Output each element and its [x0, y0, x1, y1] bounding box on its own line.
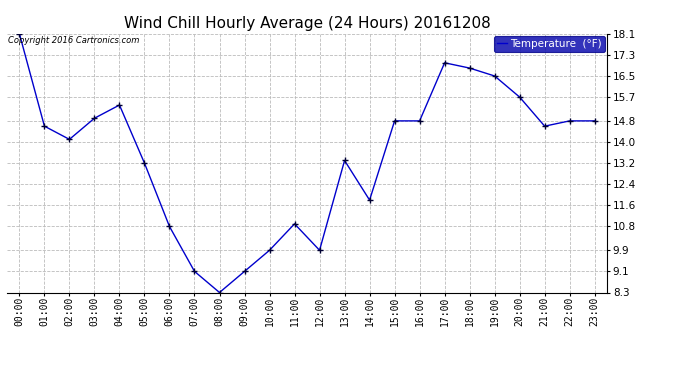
Legend: Temperature  (°F): Temperature (°F): [494, 36, 605, 52]
Title: Wind Chill Hourly Average (24 Hours) 20161208: Wind Chill Hourly Average (24 Hours) 201…: [124, 16, 491, 31]
Text: Copyright 2016 Cartronics.com: Copyright 2016 Cartronics.com: [8, 36, 139, 45]
